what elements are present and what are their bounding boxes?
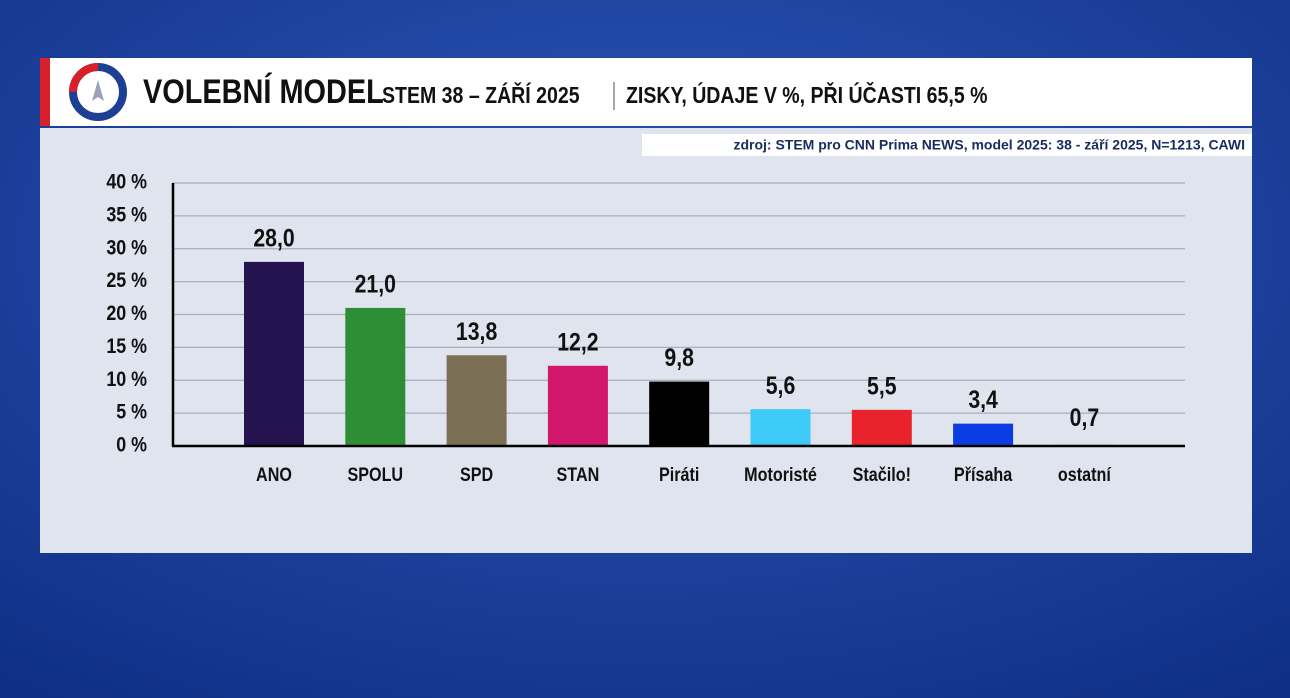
y-tick-label: 5 % bbox=[116, 400, 147, 424]
logo bbox=[69, 63, 127, 121]
value-label: 5,5 bbox=[867, 372, 897, 400]
source: zdroj: STEM pro CNN Prima NEWS, model 20… bbox=[733, 137, 1245, 153]
y-tick-label: 0 % bbox=[116, 433, 147, 457]
value-label: 0,7 bbox=[1070, 403, 1100, 431]
y-tick-label: 35 % bbox=[106, 203, 147, 227]
bar bbox=[649, 381, 710, 446]
note: ZISKY, ÚDAJE V %, PŘI ÚČASTI 65,5 % bbox=[626, 82, 988, 109]
value-label: 12,2 bbox=[557, 328, 598, 356]
value-label: 5,6 bbox=[766, 371, 796, 399]
value-label: 21,0 bbox=[355, 270, 396, 298]
value-label: 13,8 bbox=[456, 317, 497, 345]
bar bbox=[1054, 441, 1115, 446]
bar bbox=[750, 409, 811, 446]
x-tick-label: ANO bbox=[256, 464, 292, 486]
x-tick-label: Piráti bbox=[659, 464, 699, 486]
bar bbox=[446, 355, 507, 446]
bar bbox=[345, 307, 406, 446]
header-stripe bbox=[40, 58, 50, 126]
source-box bbox=[642, 134, 1252, 156]
panel bbox=[40, 128, 1252, 553]
x-tick-label: ostatní bbox=[1058, 464, 1112, 486]
title: VOLEBNÍ MODEL bbox=[143, 72, 384, 111]
subtitle: STEM 38 – ZÁŘÍ 2025 bbox=[382, 82, 580, 109]
x-tick-label: STAN bbox=[557, 464, 600, 486]
value-label: 9,8 bbox=[664, 344, 694, 372]
x-tick-label: SPD bbox=[460, 464, 493, 486]
x-tick-label: Stačilo! bbox=[853, 464, 911, 486]
x-tick-label: Motoristé bbox=[744, 464, 817, 486]
bar bbox=[547, 365, 608, 446]
y-tick-label: 40 % bbox=[106, 170, 147, 194]
value-label: 28,0 bbox=[253, 224, 294, 252]
y-tick-label: 15 % bbox=[106, 335, 147, 359]
value-label: 3,4 bbox=[968, 386, 998, 414]
x-tick-label: Přísaha bbox=[954, 464, 1013, 486]
y-tick-label: 30 % bbox=[106, 236, 147, 260]
x-tick-label: SPOLU bbox=[347, 464, 403, 486]
bar bbox=[851, 409, 912, 446]
bar bbox=[244, 261, 304, 446]
y-tick-label: 10 % bbox=[106, 367, 147, 391]
header-bar bbox=[40, 58, 1252, 126]
y-tick-label: 20 % bbox=[106, 302, 147, 326]
bar bbox=[953, 423, 1014, 446]
y-tick-label: 25 % bbox=[106, 269, 147, 293]
